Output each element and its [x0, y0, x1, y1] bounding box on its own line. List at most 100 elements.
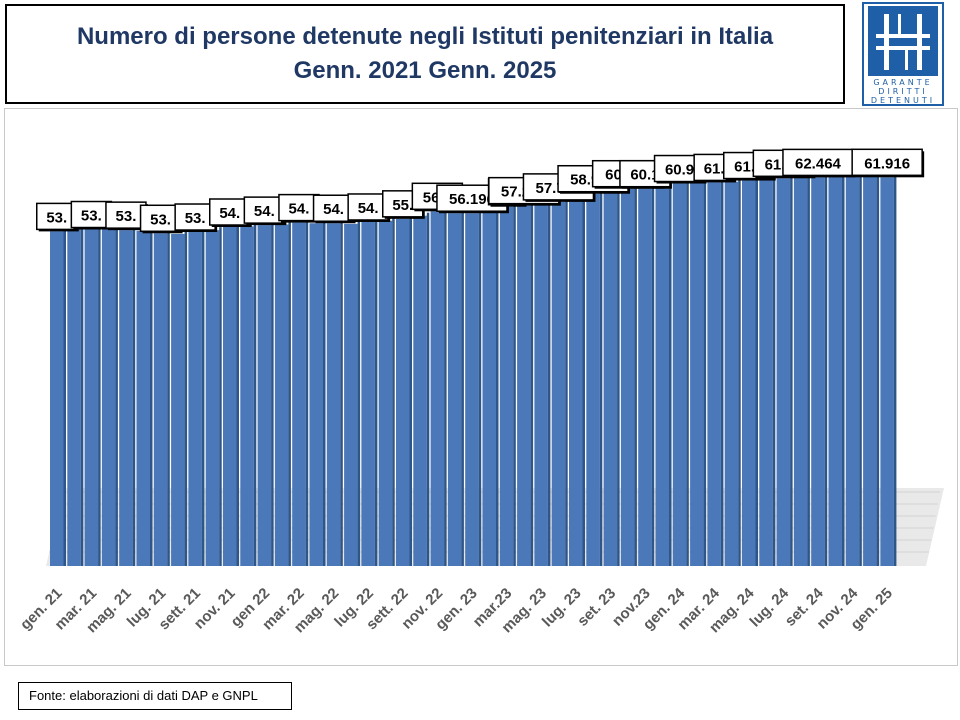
- bar: [447, 213, 462, 566]
- bar: [707, 182, 721, 566]
- bar-side: [478, 210, 482, 567]
- bar-side: [167, 230, 170, 566]
- data-label-box: [139, 204, 182, 233]
- bar-side: [582, 192, 585, 566]
- bar-side: [703, 180, 707, 567]
- bar: [863, 174, 877, 566]
- bar: [690, 183, 704, 567]
- bar: [811, 177, 825, 566]
- data-label: 54.: [254, 203, 275, 220]
- bar: [586, 193, 600, 566]
- bar-side: [617, 185, 620, 567]
- bar-side: [755, 177, 758, 567]
- bar-side: [409, 215, 412, 567]
- bar: [136, 230, 150, 566]
- bar: [430, 211, 445, 567]
- bar: [413, 215, 427, 566]
- bar-side: [392, 217, 395, 566]
- bar-side: [565, 198, 568, 566]
- bar-side: [738, 178, 741, 567]
- data-label: 53.: [185, 210, 206, 227]
- bar-side: [824, 174, 828, 566]
- bar: [396, 218, 410, 567]
- x-tick-label: lug. 24: [747, 584, 793, 630]
- data-label: 54.: [219, 205, 240, 222]
- data-label: 60.9: [665, 162, 694, 179]
- data-label-box: [174, 203, 216, 231]
- data-label: 54.: [289, 201, 310, 218]
- bar: [101, 229, 116, 566]
- garante-logo: GARANTE DIRITTI DETENUTI: [862, 2, 944, 106]
- bar-side: [305, 219, 309, 566]
- bar-side: [444, 208, 447, 567]
- bar: [274, 224, 289, 566]
- bar-side: [842, 172, 845, 566]
- bar: [223, 227, 237, 566]
- bar: [171, 233, 185, 566]
- bar-side: [98, 226, 101, 566]
- bar: [759, 179, 773, 566]
- bar: [724, 181, 739, 567]
- data-label-box: [782, 148, 854, 177]
- data-label: 53.: [81, 208, 102, 225]
- bar: [828, 175, 842, 566]
- bar: [188, 232, 202, 566]
- bar: [534, 203, 548, 567]
- bar: [620, 188, 635, 566]
- bar: [119, 230, 133, 566]
- data-label: 54.: [358, 200, 379, 217]
- bar: [845, 173, 860, 567]
- bar: [205, 230, 220, 566]
- bar: [638, 188, 652, 566]
- bar: [793, 178, 808, 567]
- bar-side: [150, 227, 153, 566]
- bar: [344, 223, 358, 566]
- bar-side: [634, 185, 637, 566]
- bar-side: [323, 220, 326, 566]
- bar-side: [686, 180, 689, 567]
- data-label: 53.: [116, 208, 137, 225]
- data-label: 54.: [323, 201, 344, 218]
- bar: [378, 220, 393, 566]
- bar: [326, 223, 341, 566]
- data-label: 62.464: [795, 155, 842, 172]
- bar-side: [132, 227, 136, 566]
- bar: [517, 205, 531, 566]
- bar-side: [893, 174, 897, 566]
- bar-side: [807, 175, 810, 567]
- bar: [603, 188, 618, 567]
- logo-text-1: GARANTE: [873, 78, 933, 87]
- chart-title-line2: Genn. 2021 Genn. 2025: [293, 57, 557, 84]
- bar-side: [80, 225, 84, 566]
- bar: [257, 225, 272, 566]
- bar: [569, 195, 583, 566]
- bar-side: [599, 190, 603, 566]
- logo-mark-icon: [868, 6, 938, 76]
- bar: [551, 201, 566, 566]
- bar: [880, 177, 894, 566]
- bar-side: [461, 210, 464, 566]
- bar-side: [63, 228, 66, 566]
- bar: [50, 231, 64, 566]
- bar: [465, 213, 479, 567]
- bar-side: [859, 170, 862, 567]
- data-label: 53.: [150, 211, 171, 228]
- bar-side: [790, 175, 793, 566]
- bar-side: [288, 221, 291, 566]
- bar: [240, 226, 254, 566]
- bar: [742, 180, 756, 567]
- x-tick-label: set. 23: [574, 585, 619, 630]
- bar-side: [513, 203, 516, 566]
- bar-side: [357, 220, 361, 566]
- source-note: Fonte: elaborazioni di dati DAP e GNPL: [18, 682, 292, 710]
- data-label: 53.: [46, 209, 67, 226]
- data-label: 56.196: [449, 191, 495, 208]
- bar: [67, 228, 81, 566]
- chart-title-line1: Numero di persone detenute negli Istitut…: [76, 23, 774, 50]
- logo-text-2: DIRITTI: [878, 87, 928, 96]
- bar-side: [426, 212, 430, 566]
- bar-side: [530, 202, 534, 566]
- bar-side: [876, 171, 880, 566]
- bar: [482, 211, 496, 566]
